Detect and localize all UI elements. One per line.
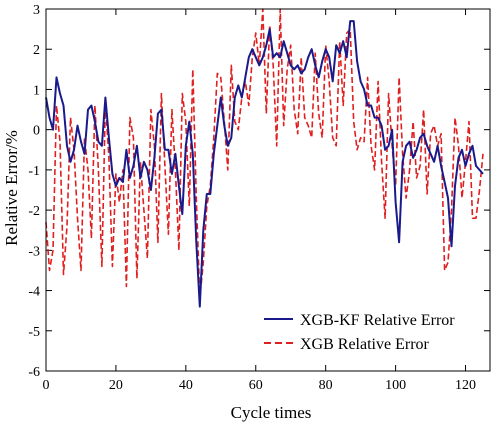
- y-tick-label: 3: [33, 3, 40, 18]
- x-tick-label: 80: [319, 378, 333, 393]
- legend: XGB-KF Relative Error XGB Relative Error: [264, 312, 455, 353]
- y-tick-label: -6: [28, 365, 40, 380]
- x-tick-label: 20: [109, 378, 123, 393]
- x-tick-label: 0: [43, 378, 50, 393]
- y-tick-label: 2: [33, 43, 40, 58]
- y-tick-label: -4: [28, 285, 40, 300]
- y-tick-label: 0: [33, 124, 40, 139]
- legend-label-xgb-kf: XGB-KF Relative Error: [300, 312, 455, 329]
- y-tick-label: -2: [28, 204, 40, 219]
- x-tick-label: 40: [179, 378, 193, 393]
- plot-frame: [45, 8, 491, 372]
- series-line-xgb: [45, 8, 484, 300]
- x-axis-ticks: 0 20 40 60 80 100 120: [43, 9, 476, 393]
- y-tick-label: -1: [28, 164, 40, 179]
- x-tick-label: 100: [385, 378, 406, 393]
- y-tick-label: -3: [28, 244, 40, 259]
- series-line-xgb-kf: [45, 20, 484, 308]
- y-tick-label: -5: [28, 325, 40, 340]
- legend-label-xgb: XGB Relative Error: [300, 336, 430, 353]
- x-tick-label: 60: [249, 378, 263, 393]
- series-layer: [45, 8, 484, 308]
- x-axis-label: Cycle times: [231, 403, 312, 422]
- x-tick-label: 120: [455, 378, 476, 393]
- y-tick-label: 1: [33, 83, 40, 98]
- y-axis-label: Relative Error/%: [2, 130, 21, 246]
